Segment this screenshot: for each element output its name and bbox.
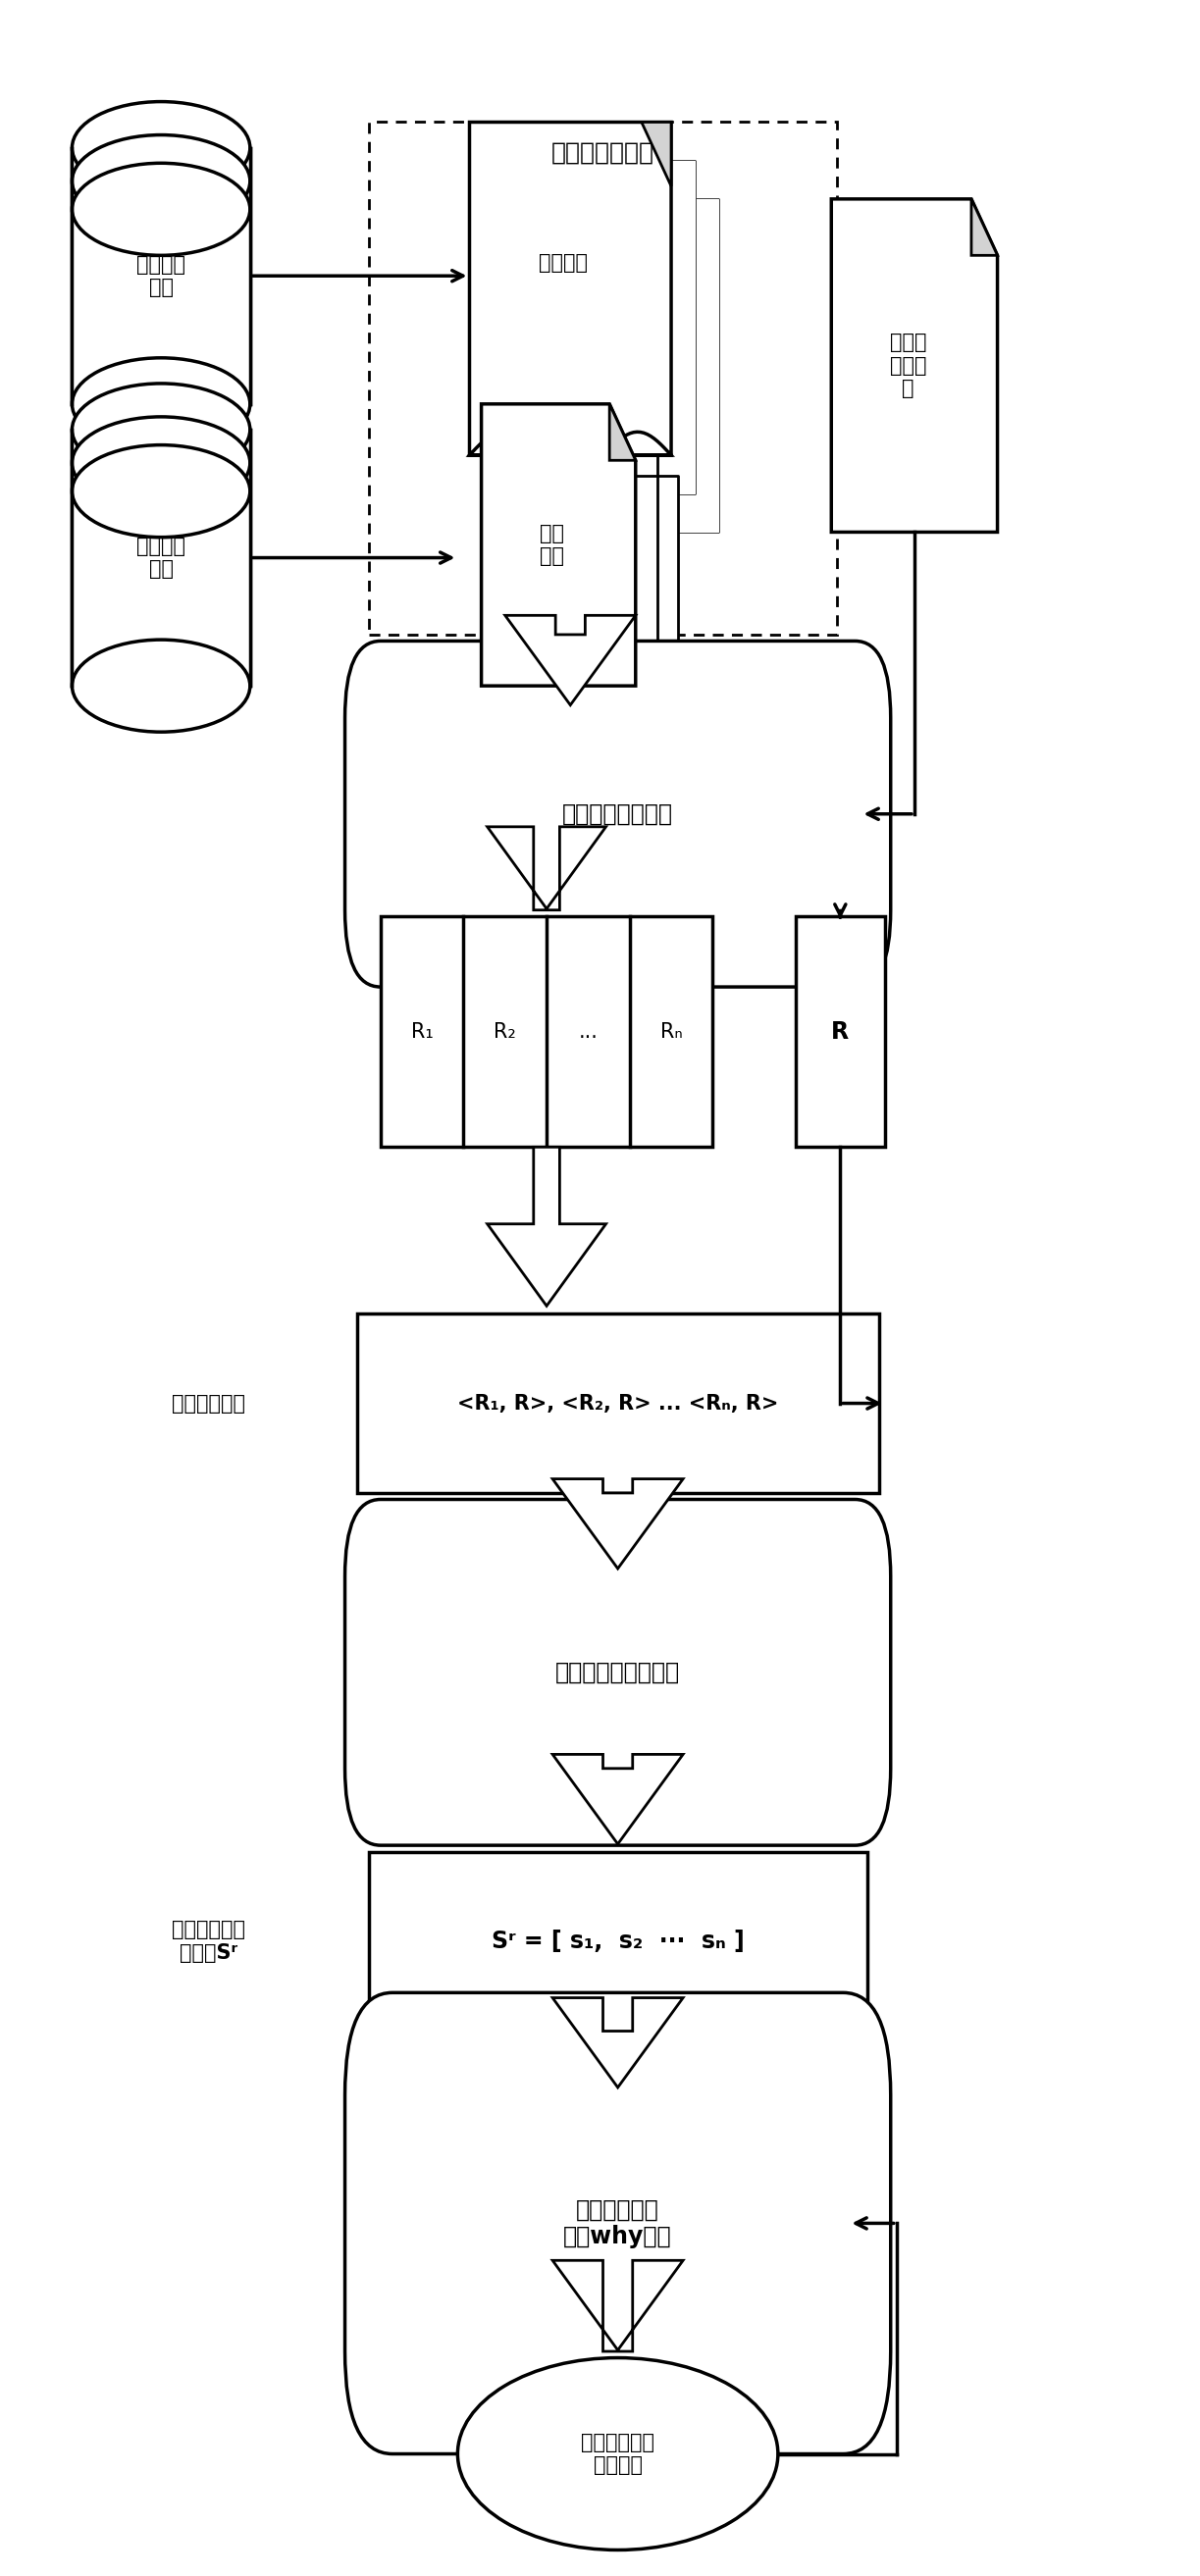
Text: R₂: R₂	[494, 1023, 516, 1041]
Ellipse shape	[72, 446, 250, 538]
Polygon shape	[493, 160, 695, 495]
Text: 历史已修复缺陷: 历史已修复缺陷	[552, 142, 654, 165]
Polygon shape	[72, 147, 250, 404]
FancyBboxPatch shape	[344, 1499, 890, 1844]
Polygon shape	[487, 827, 606, 909]
Text: Rₙ: Rₙ	[660, 1023, 683, 1041]
Text: R₁: R₁	[410, 1023, 433, 1041]
Ellipse shape	[72, 358, 250, 451]
Text: 成对依次输入: 成对依次输入	[172, 1394, 245, 1414]
Polygon shape	[552, 1999, 683, 2087]
Text: 待定位
缺陷报
告: 待定位 缺陷报 告	[889, 332, 926, 399]
Polygon shape	[971, 198, 997, 255]
Text: R: R	[832, 1020, 850, 1043]
Polygon shape	[642, 121, 671, 185]
Polygon shape	[72, 430, 250, 685]
Polygon shape	[487, 1146, 606, 1306]
Text: ...: ...	[578, 1023, 598, 1041]
FancyBboxPatch shape	[344, 641, 890, 987]
Polygon shape	[356, 1314, 878, 1494]
Polygon shape	[481, 404, 636, 685]
Ellipse shape	[72, 100, 250, 193]
Text: 修复代码: 修复代码	[539, 252, 588, 273]
FancyBboxPatch shape	[344, 1994, 890, 2455]
Polygon shape	[503, 440, 656, 721]
Text: <R₁, R>, <R₂, R> ... <Rₙ, R>: <R₁, R>, <R₂, R> ... <Rₙ, R>	[457, 1394, 779, 1414]
Text: 计算所有相关
度得分Sʳ: 计算所有相关 度得分Sʳ	[172, 1919, 245, 1963]
Polygon shape	[796, 917, 884, 1146]
Ellipse shape	[457, 2357, 778, 2550]
Text: 缺陷管理
系统: 缺陷管理 系统	[137, 536, 186, 580]
Text: 缺陷报告的编码器: 缺陷报告的编码器	[563, 801, 673, 827]
Polygon shape	[552, 2259, 683, 2352]
Polygon shape	[380, 917, 713, 1146]
Ellipse shape	[72, 134, 250, 227]
Polygon shape	[552, 1479, 683, 1569]
Text: 基于修复树的
缺陷why分类: 基于修复树的 缺陷why分类	[564, 2197, 672, 2249]
Text: 缺陷
报告: 缺陷 报告	[540, 523, 564, 567]
Text: 相关的历史已
修复缺陷: 相关的历史已 修复缺陷	[581, 2432, 654, 2476]
Polygon shape	[505, 616, 636, 706]
Text: 多层全连接神经网络: 多层全连接神经网络	[556, 1662, 680, 1685]
Polygon shape	[552, 1754, 683, 1844]
Polygon shape	[610, 404, 636, 461]
Text: Sʳ = [ s₁,  s₂  ···  sₙ ]: Sʳ = [ s₁, s₂ ··· sₙ ]	[491, 1929, 744, 1953]
Polygon shape	[517, 198, 719, 533]
Text: 版本控制
系统: 版本控制 系统	[137, 255, 186, 296]
Ellipse shape	[72, 384, 250, 477]
Polygon shape	[832, 198, 997, 533]
Ellipse shape	[72, 162, 250, 255]
Ellipse shape	[72, 639, 250, 732]
Polygon shape	[524, 477, 678, 757]
Polygon shape	[469, 121, 671, 479]
Polygon shape	[368, 1852, 866, 2030]
Ellipse shape	[72, 417, 250, 510]
